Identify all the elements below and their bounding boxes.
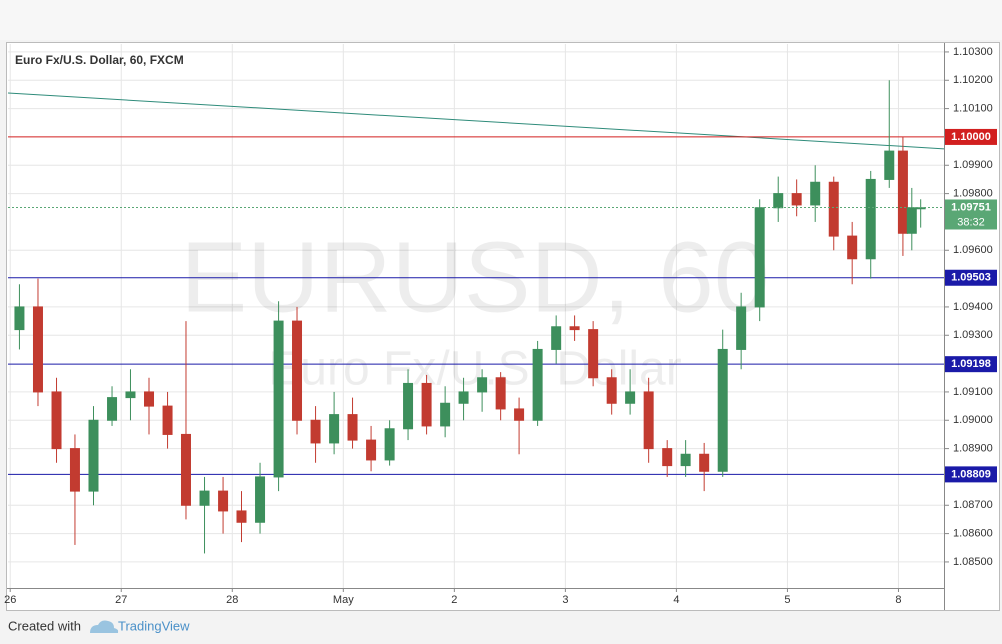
candle-body	[736, 306, 747, 350]
x-tick-label: 26	[4, 594, 16, 606]
candle-body	[255, 476, 266, 523]
candle-body	[791, 193, 802, 206]
candle-body	[88, 419, 99, 492]
candle-body	[514, 408, 525, 421]
candle-body	[32, 306, 43, 393]
candle-body	[477, 377, 488, 393]
candle-body	[680, 453, 691, 467]
candle-body	[588, 329, 599, 379]
candle-body	[717, 348, 728, 472]
y-tick-label: 1.10200	[953, 74, 993, 86]
x-tick-label: 8	[895, 594, 901, 606]
candle-body	[292, 320, 303, 421]
candle-body	[865, 178, 876, 260]
candle-body	[440, 402, 451, 427]
candle-body	[884, 150, 895, 180]
footer: Created with TradingView	[8, 618, 190, 633]
candle-body	[347, 414, 358, 441]
y-tick-label: 1.09300	[953, 329, 993, 341]
y-tick-label: 1.09000	[953, 414, 993, 426]
current-price-box	[945, 199, 997, 230]
y-tick-label: 1.09400	[953, 301, 993, 313]
candle-body	[180, 433, 191, 506]
candle-body	[403, 382, 414, 430]
candle-body	[847, 235, 858, 260]
x-tick-label: May	[333, 594, 354, 606]
candle-body	[828, 181, 839, 237]
candle-body	[162, 405, 173, 435]
level-label-box	[945, 269, 997, 286]
candle-body	[495, 377, 506, 410]
y-tick-label: 1.10300	[953, 46, 993, 58]
y-tick-label: 1.09800	[953, 188, 993, 200]
y-tick-label: 1.08600	[953, 528, 993, 540]
grid	[8, 44, 944, 588]
candle-body	[199, 490, 210, 506]
candle-body	[810, 181, 821, 206]
candle-body	[144, 391, 155, 407]
candle-body	[107, 397, 118, 421]
y-tick-label: 1.10100	[953, 103, 993, 115]
y-tick-label: 1.08900	[953, 443, 993, 455]
brand[interactable]: TradingView	[118, 618, 190, 633]
level-label: 1.10000	[951, 131, 991, 143]
x-tick-label: 4	[673, 594, 679, 606]
candle-body	[662, 448, 673, 467]
x-tick-label: 5	[784, 594, 790, 606]
level-label: 1.09503	[951, 272, 991, 284]
y-tick-label: 1.08500	[953, 556, 993, 568]
candle-body	[366, 439, 377, 461]
candle-body	[606, 377, 617, 404]
candle-body	[625, 391, 636, 404]
candle-body	[384, 428, 395, 461]
created-with: Created with	[8, 618, 81, 633]
x-tick-label: 27	[115, 594, 127, 606]
axes: 1.10300 1.10200 1.10100 1.09900 1.09800 1.096…	[4, 46, 997, 606]
candle-body	[273, 320, 284, 478]
candle-body	[551, 326, 562, 350]
level-label: 1.08809	[951, 468, 991, 480]
y-tick-label: 1.08700	[953, 499, 993, 511]
candle-body	[69, 448, 80, 492]
candle-body	[329, 414, 340, 444]
candle-body	[310, 419, 321, 444]
candle-body	[754, 207, 765, 308]
y-tick-label: 1.09900	[953, 159, 993, 171]
candle-body	[218, 490, 229, 512]
top-bar	[0, 0, 1002, 40]
candle-body	[458, 391, 469, 404]
candle-body	[14, 306, 25, 331]
brand-logo	[90, 620, 119, 633]
candle-body	[773, 193, 784, 209]
current-price-label: 1.09751	[951, 201, 991, 213]
candle-body	[51, 391, 62, 450]
candle-body	[897, 150, 908, 234]
candle-body	[125, 391, 136, 399]
x-tick-label: 3	[562, 594, 568, 606]
x-tick-label: 2	[451, 594, 457, 606]
candle-body	[236, 510, 247, 523]
x-tick-label: 28	[226, 594, 238, 606]
candle-body	[532, 348, 543, 421]
candle-body	[421, 382, 432, 427]
candle-body	[643, 391, 654, 450]
candle-body	[699, 453, 710, 472]
y-tick-label: 1.09100	[953, 386, 993, 398]
watermark-subtitle: Euro Fx/U.S. Dollar	[268, 343, 681, 396]
level-label-box	[945, 356, 997, 373]
candle-body	[569, 326, 580, 331]
marks	[7, 80, 945, 554]
level-label: 1.09198	[951, 358, 991, 370]
countdown: 38:32	[957, 216, 985, 228]
chart-title: Euro Fx/U.S. Dollar, 60, FXCM	[15, 53, 184, 67]
y-tick-label: 1.09600	[953, 244, 993, 256]
level-label-box	[945, 128, 997, 145]
level-label-box	[945, 466, 997, 483]
candle-body	[906, 207, 917, 234]
trendline	[7, 92, 945, 150]
